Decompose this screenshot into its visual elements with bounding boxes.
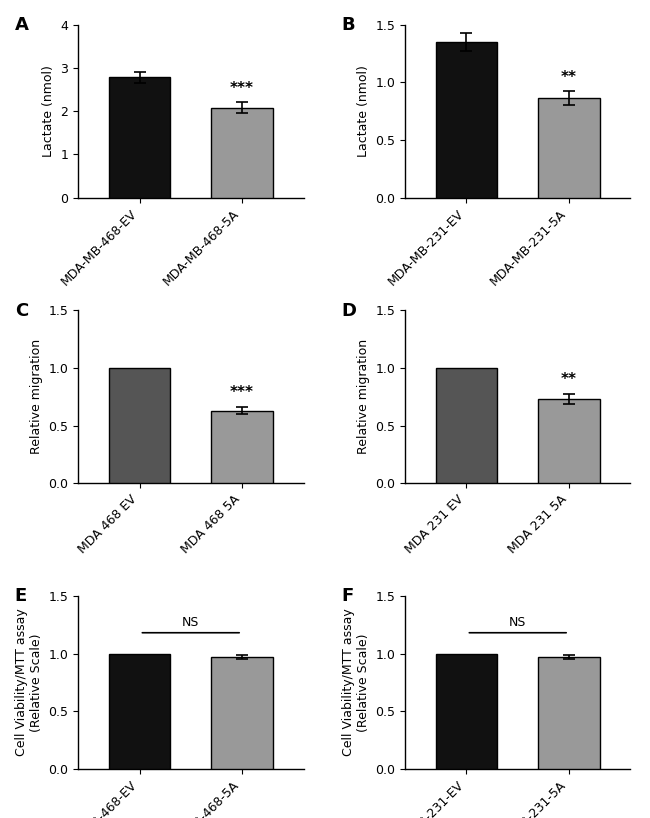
Bar bbox=[538, 98, 600, 198]
Text: F: F bbox=[342, 587, 354, 605]
Bar bbox=[109, 78, 170, 198]
Y-axis label: Lactate (nmol): Lactate (nmol) bbox=[357, 65, 370, 157]
Y-axis label: Relative migration: Relative migration bbox=[30, 339, 43, 454]
Text: E: E bbox=[15, 587, 27, 605]
Bar bbox=[436, 42, 497, 198]
Text: ***: *** bbox=[230, 80, 254, 96]
Bar bbox=[109, 368, 170, 483]
Text: **: ** bbox=[561, 70, 577, 84]
Text: A: A bbox=[15, 16, 29, 34]
Text: C: C bbox=[15, 302, 28, 320]
Bar bbox=[211, 411, 273, 483]
Text: D: D bbox=[342, 302, 357, 320]
Bar bbox=[211, 108, 273, 198]
Bar bbox=[211, 657, 273, 769]
Y-axis label: Cell Viability/MTT assay
(Relative Scale): Cell Viability/MTT assay (Relative Scale… bbox=[15, 609, 43, 756]
Text: **: ** bbox=[561, 372, 577, 388]
Bar bbox=[538, 399, 600, 483]
Bar bbox=[436, 654, 497, 769]
Y-axis label: Cell Viability/MTT assay
(Relative Scale): Cell Viability/MTT assay (Relative Scale… bbox=[342, 609, 370, 756]
Text: B: B bbox=[342, 16, 356, 34]
Y-axis label: Lactate (nmol): Lactate (nmol) bbox=[42, 65, 55, 157]
Text: NS: NS bbox=[182, 616, 200, 629]
Bar bbox=[436, 368, 497, 483]
Y-axis label: Relative migration: Relative migration bbox=[357, 339, 370, 454]
Text: NS: NS bbox=[509, 616, 527, 629]
Bar bbox=[538, 657, 600, 769]
Bar bbox=[109, 654, 170, 769]
Text: ***: *** bbox=[230, 385, 254, 400]
